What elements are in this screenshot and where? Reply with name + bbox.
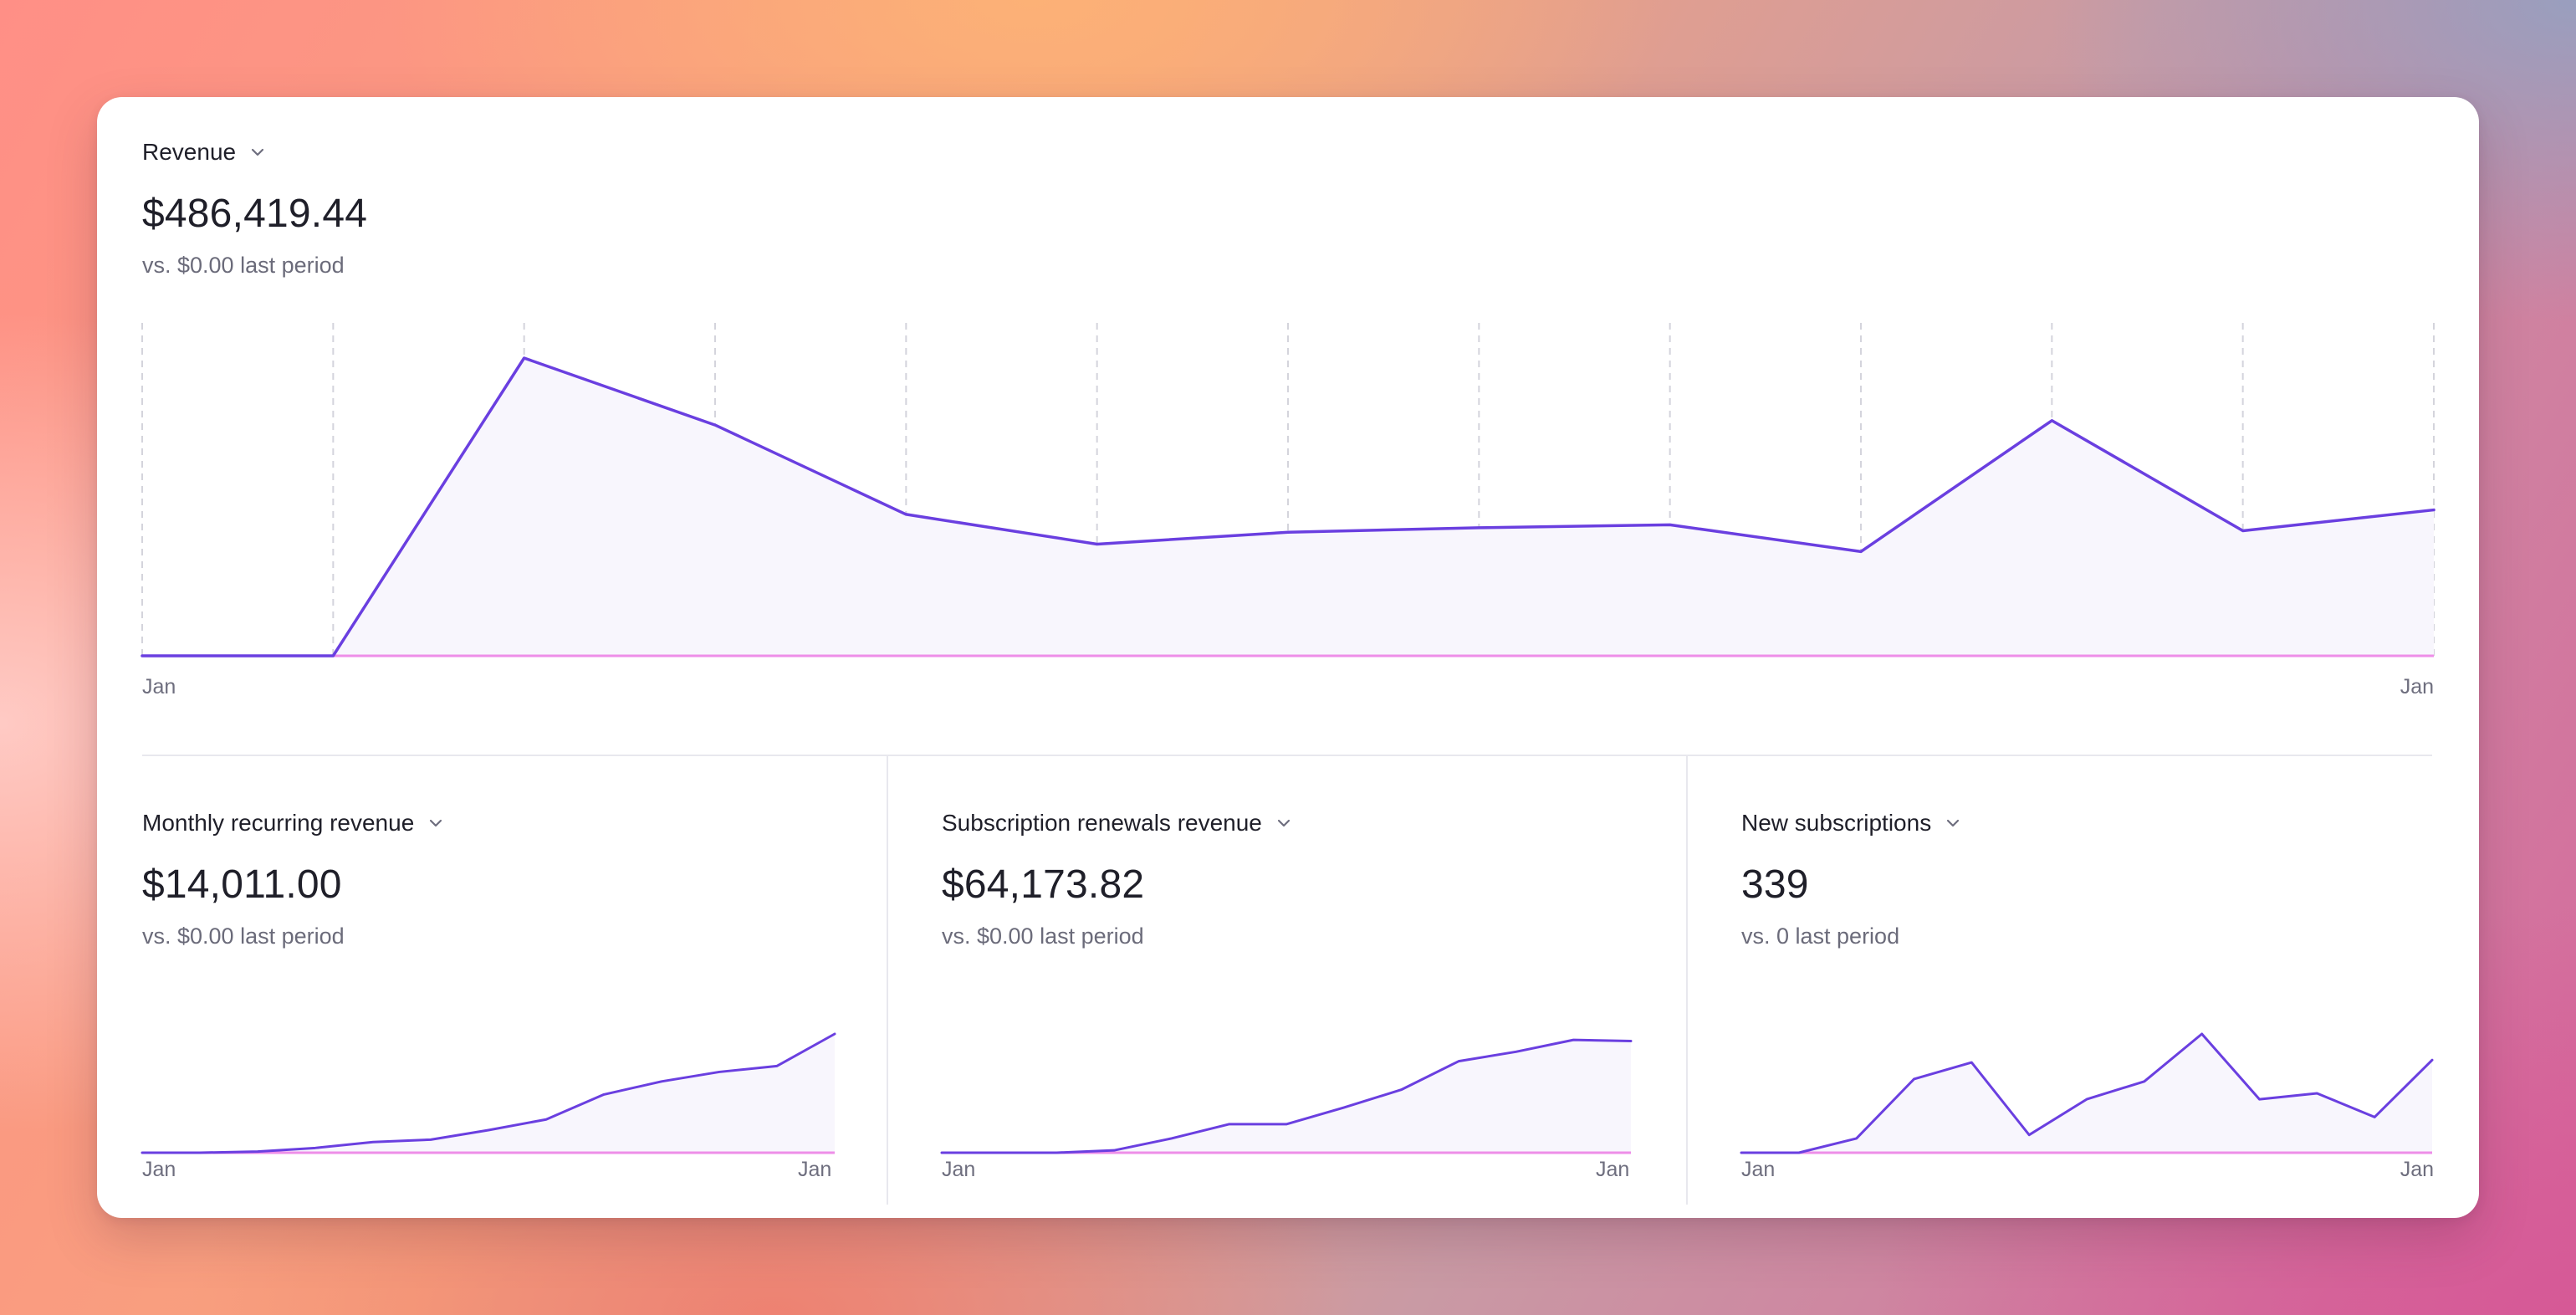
new-subscriptions-x-start-label: Jan: [1741, 1158, 1776, 1181]
renewals-compare: vs. $0.00 last period: [942, 924, 1144, 949]
chevron-down-icon: [430, 819, 442, 827]
chart-series-line: [1740, 1032, 2434, 1154]
revenue-compare: vs. $0.00 last period: [142, 253, 345, 278]
revenue-metric-selector[interactable]: Revenue: [142, 141, 266, 164]
new-subscriptions-metric-selector[interactable]: New subscriptions: [1741, 811, 1961, 835]
revenue-x-start-label: Jan: [142, 675, 176, 698]
chart-series-line: [141, 1032, 836, 1154]
mrr-x-start-label: Jan: [142, 1158, 176, 1181]
renewals-chart: [940, 1038, 1633, 1154]
renewals-value: $64,173.82: [942, 862, 1145, 907]
revenue-label: Revenue: [142, 139, 237, 165]
renewals-x-end-label: Jan: [1596, 1158, 1630, 1181]
mrr-value: $14,011.00: [142, 862, 342, 907]
mrr-chart: [141, 1032, 836, 1154]
chart-area-fill: [942, 1040, 1631, 1153]
chevron-down-icon: [251, 148, 264, 156]
new-subscriptions-value: 339: [1741, 862, 1809, 907]
new-subscriptions-label: New subscriptions: [1741, 810, 1932, 836]
section-divider: [142, 755, 2432, 756]
chevron-down-icon: [1277, 819, 1290, 827]
new-subscriptions-chart: [1740, 1032, 2434, 1154]
revenue-value: $486,419.44: [142, 192, 368, 236]
chart-area-fill: [142, 1034, 835, 1153]
revenue-chart: [141, 323, 2435, 658]
renewals-metric-selector[interactable]: Subscription renewals revenue: [942, 811, 1292, 835]
column-divider: [887, 756, 888, 1205]
renewals-x-start-label: Jan: [942, 1158, 976, 1181]
revenue-x-end-label: Jan: [2400, 675, 2434, 698]
renewals-label: Subscription renewals revenue: [942, 810, 1262, 836]
chart-series-line: [940, 1038, 1633, 1154]
mrr-compare: vs. $0.00 last period: [142, 924, 345, 949]
column-divider: [1686, 756, 1688, 1205]
chevron-down-icon: [1947, 819, 1960, 827]
new-subscriptions-compare: vs. 0 last period: [1741, 924, 1900, 949]
mrr-label: Monthly recurring revenue: [142, 810, 415, 836]
mrr-x-end-label: Jan: [798, 1158, 832, 1181]
mrr-metric-selector[interactable]: Monthly recurring revenue: [142, 811, 444, 835]
chart-area-fill: [142, 358, 2434, 656]
revenue-dashboard-card: Revenue $486,419.44 vs. $0.00 last perio…: [97, 97, 2479, 1218]
chart-area-fill: [1741, 1034, 2432, 1153]
chart-series-line: [141, 356, 2435, 658]
new-subscriptions-x-end-label: Jan: [2400, 1158, 2434, 1181]
